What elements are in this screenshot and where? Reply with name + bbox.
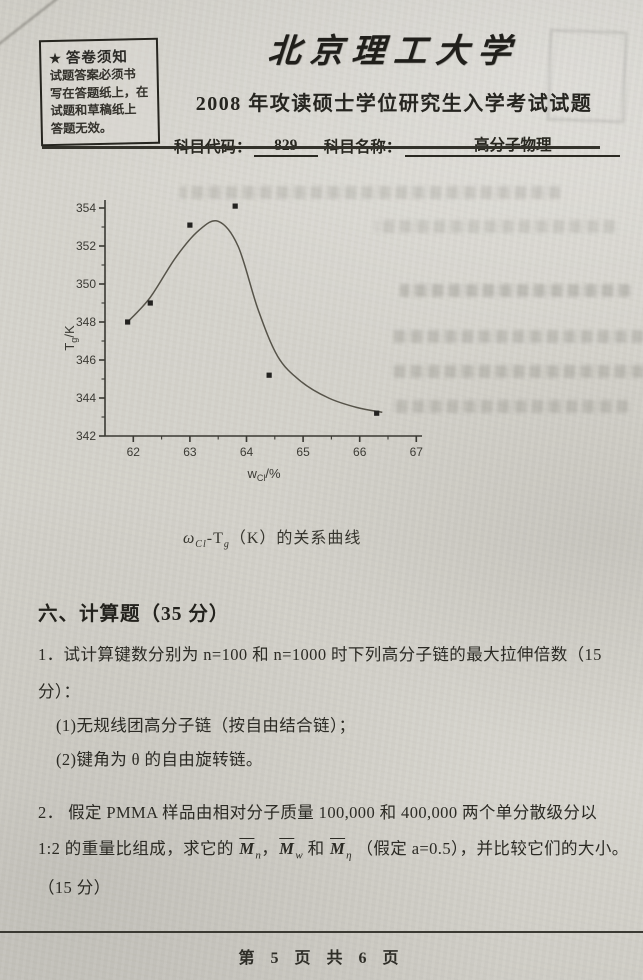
separator: ， bbox=[261, 839, 279, 858]
page-number: 第 5 页 共 6 页 bbox=[238, 950, 405, 967]
notice-line: 写在答题纸上，在 bbox=[49, 84, 149, 101]
notice-title-text: 答卷须知 bbox=[65, 49, 129, 67]
svg-text:350: 350 bbox=[76, 277, 96, 291]
svg-text:344: 344 bbox=[76, 391, 96, 405]
question2-line2-pre: 1:2 的重量比组成，求它的 bbox=[38, 839, 234, 858]
svg-text:65: 65 bbox=[296, 445, 310, 459]
notice-title: ★ 答卷须知 bbox=[49, 45, 150, 68]
mn-symbol: M bbox=[239, 839, 255, 858]
subject-row: 科目代码： 829 科目名称： 高分子物理 bbox=[168, 133, 620, 157]
x-axis-label: wCl/% bbox=[246, 466, 281, 483]
question1-line2: 分）： bbox=[38, 682, 81, 701]
subject-name-value: 高分子物理 bbox=[405, 133, 620, 157]
meta-subscript: η bbox=[346, 849, 352, 862]
svg-text:354: 354 bbox=[76, 201, 96, 215]
caption-omega: ω bbox=[183, 530, 196, 547]
header-divider-line bbox=[42, 146, 600, 149]
mw-symbol: M bbox=[279, 839, 295, 858]
svg-text:67: 67 bbox=[410, 445, 424, 459]
question1-item2: (2)键角为 θ 的自由旋转链。 bbox=[56, 750, 263, 769]
question2-line2-post: （假定 a=0.5），并比较它们的大小。 bbox=[356, 839, 629, 858]
question2-line2: 1:2 的重量比组成，求它的 Mn，Mw 和 Mη （假定 a=0.5），并比较… bbox=[38, 835, 629, 861]
subject-code-value: 829 bbox=[253, 137, 318, 157]
svg-text:348: 348 bbox=[76, 315, 96, 329]
question1-line1: 1．试计算键数分别为 n=100 和 n=1000 时下列高分子链的最大拉伸倍数… bbox=[38, 645, 602, 664]
answer-notice-box: ★ 答卷须知 试题答案必须书 写在答题纸上，在 试题和草稿纸上 答题无效。 bbox=[38, 37, 161, 147]
svg-text:66: 66 bbox=[353, 445, 367, 459]
svg-text:342: 342 bbox=[76, 429, 96, 443]
caption-t-sub: g bbox=[223, 539, 230, 551]
chart-caption: ωCl-Tg（K）的关系曲线 bbox=[183, 524, 361, 550]
footer-divider-line bbox=[0, 931, 643, 933]
section-heading: 六、计算题（35 分） bbox=[38, 604, 230, 625]
separator: 和 bbox=[303, 839, 330, 858]
star-icon: ★ bbox=[49, 50, 63, 67]
notice-line: 试题答案必须书 bbox=[49, 67, 136, 84]
y-axis-label: Tg/K bbox=[64, 325, 79, 351]
caption-dash: -T bbox=[206, 530, 224, 547]
meta-symbol: M bbox=[330, 839, 346, 858]
svg-text:62: 62 bbox=[127, 445, 141, 459]
svg-text:346: 346 bbox=[76, 353, 96, 367]
university-title: 北京理工大学 bbox=[266, 34, 521, 70]
svg-text:352: 352 bbox=[76, 239, 96, 253]
question1-item1: (1)无规线团高分子链（按自由结合链）； bbox=[56, 716, 356, 735]
caption-rest: （K）的关系曲线 bbox=[229, 530, 362, 547]
chart-canvas: Tg/K wCl/% 342 344 346 348 350 352 354 62 63 64 65… bbox=[62, 200, 424, 483]
mn-subscript: n bbox=[255, 849, 262, 862]
question2-line3: （15 分） bbox=[38, 878, 111, 897]
svg-text:64: 64 bbox=[240, 445, 254, 459]
question2-line1: 2． 假定 PMMA 样品由相对分子质量 100,000 和 400,000 两… bbox=[38, 803, 598, 822]
exam-title: 2008 年攻读硕士学位研究生入学考试试题 bbox=[195, 93, 593, 115]
notice-line: 试题和草稿纸上 bbox=[50, 102, 137, 119]
mw-subscript: w bbox=[295, 849, 304, 862]
notice-line: 答题无效。 bbox=[50, 120, 113, 136]
exam-header: 北京理工大学 2008 年攻读硕士学位研究生入学考试试题 科目代码： 829 科… bbox=[168, 24, 620, 157]
caption-omega-sub: Cl bbox=[195, 539, 207, 551]
svg-text:63: 63 bbox=[183, 445, 197, 459]
tg-wcl-chart: Tg/K wCl/% 342 344 346 348 350 352 354 62 63 64 65… bbox=[62, 188, 449, 495]
